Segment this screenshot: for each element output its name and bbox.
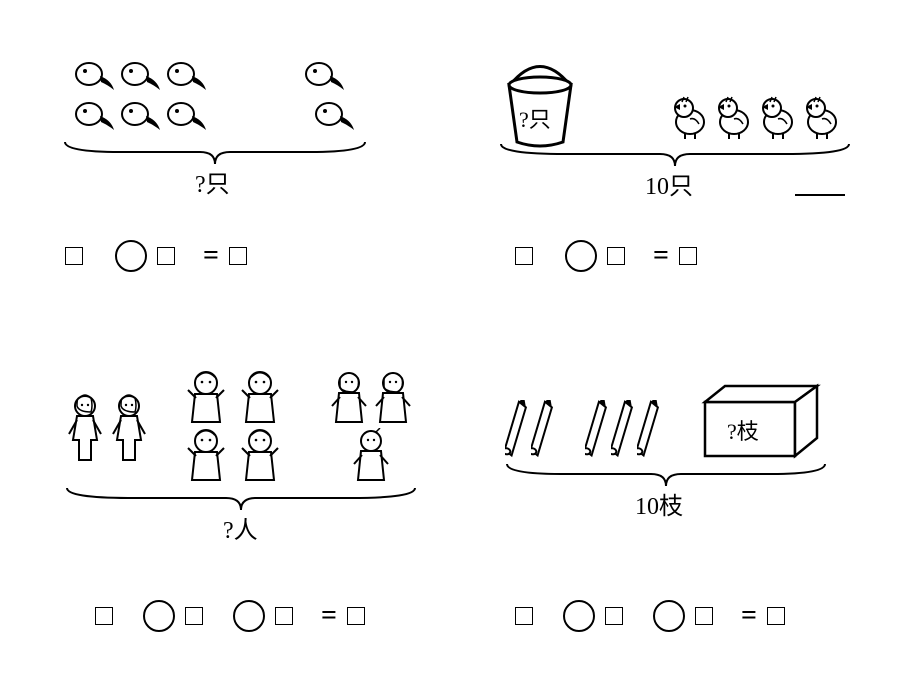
- pencil-icon: [611, 400, 635, 460]
- operator-circle[interactable]: [233, 600, 265, 632]
- person-icon: [239, 370, 281, 426]
- answer-box[interactable]: [229, 247, 247, 265]
- chick-icon: [802, 94, 842, 140]
- panel-pencils: ?枝 10枝 =: [495, 370, 875, 632]
- tadpole-row-bottom: [75, 100, 207, 138]
- tadpole-row-top: [75, 60, 207, 98]
- answer-box[interactable]: [95, 607, 113, 625]
- person-icon: [352, 428, 390, 484]
- person-icon: [109, 392, 149, 462]
- equation-3: =: [95, 600, 435, 632]
- answer-underline: [795, 194, 845, 196]
- answer-box[interactable]: [607, 247, 625, 265]
- tadpole-icon: [305, 60, 345, 98]
- tadpole-icon: [75, 60, 115, 98]
- tadpole-icon: [167, 60, 207, 98]
- operator-circle[interactable]: [563, 600, 595, 632]
- chick-icon: [758, 94, 798, 140]
- panel-people: ?人 =: [55, 370, 435, 632]
- operator-circle[interactable]: [565, 240, 597, 272]
- panel-tadpoles: ?只 =: [55, 60, 415, 272]
- operator-circle[interactable]: [143, 600, 175, 632]
- answer-box[interactable]: [679, 247, 697, 265]
- equals-sign: =: [741, 600, 757, 632]
- chick-icon: [714, 94, 754, 140]
- operator-circle[interactable]: [653, 600, 685, 632]
- people-group-middle: [185, 370, 281, 484]
- answer-box[interactable]: [605, 607, 623, 625]
- person-icon: [239, 428, 281, 484]
- tadpole-icon: [121, 60, 161, 98]
- person-icon: [185, 428, 227, 484]
- pencil-icon: [531, 400, 555, 460]
- equation-2: =: [515, 240, 875, 272]
- person-icon: [185, 370, 227, 426]
- pencil-icon: [505, 400, 529, 460]
- equals-sign: =: [653, 240, 669, 272]
- equation-4: =: [515, 600, 875, 632]
- answer-box[interactable]: [185, 607, 203, 625]
- people-group-left: [65, 392, 149, 462]
- bucket-label: ?只: [519, 102, 551, 134]
- people-figure: ?人: [55, 370, 435, 540]
- tadpole-question-label: ?只: [195, 164, 230, 199]
- equals-sign: =: [321, 600, 337, 632]
- equals-sign: =: [203, 240, 219, 272]
- answer-box[interactable]: [515, 607, 533, 625]
- chick-icon: [670, 94, 710, 140]
- box-label: ?枝: [727, 414, 759, 446]
- answer-box[interactable]: [157, 247, 175, 265]
- answer-box[interactable]: [515, 247, 533, 265]
- pencil-icon: [585, 400, 609, 460]
- pencil-box-icon: [695, 380, 825, 460]
- answer-box[interactable]: [695, 607, 713, 625]
- pencil-group-1: [505, 400, 555, 460]
- pencil-icon: [637, 400, 661, 460]
- total-label-10zhi: 10只: [645, 166, 693, 201]
- person-icon: [65, 392, 105, 462]
- person-icon: [374, 370, 412, 426]
- answer-box[interactable]: [65, 247, 83, 265]
- panel-bucket-chicks: ?只 10只 =: [495, 60, 875, 272]
- answer-box[interactable]: [347, 607, 365, 625]
- person-icon: [330, 370, 368, 426]
- bucket-figure: ?只 10只: [495, 60, 875, 200]
- people-question-label: ?人: [223, 510, 258, 545]
- people-group-right: [330, 370, 412, 484]
- equation-1: =: [65, 240, 415, 272]
- total-label-10zhi-pencil: 10枝: [635, 486, 683, 521]
- tadpole-figure: ?只: [55, 60, 415, 200]
- pencil-figure: ?枝 10枝: [495, 370, 875, 540]
- operator-circle[interactable]: [115, 240, 147, 272]
- answer-box[interactable]: [767, 607, 785, 625]
- pencil-group-2: [585, 400, 661, 460]
- answer-box[interactable]: [275, 607, 293, 625]
- chick-row: [670, 94, 842, 140]
